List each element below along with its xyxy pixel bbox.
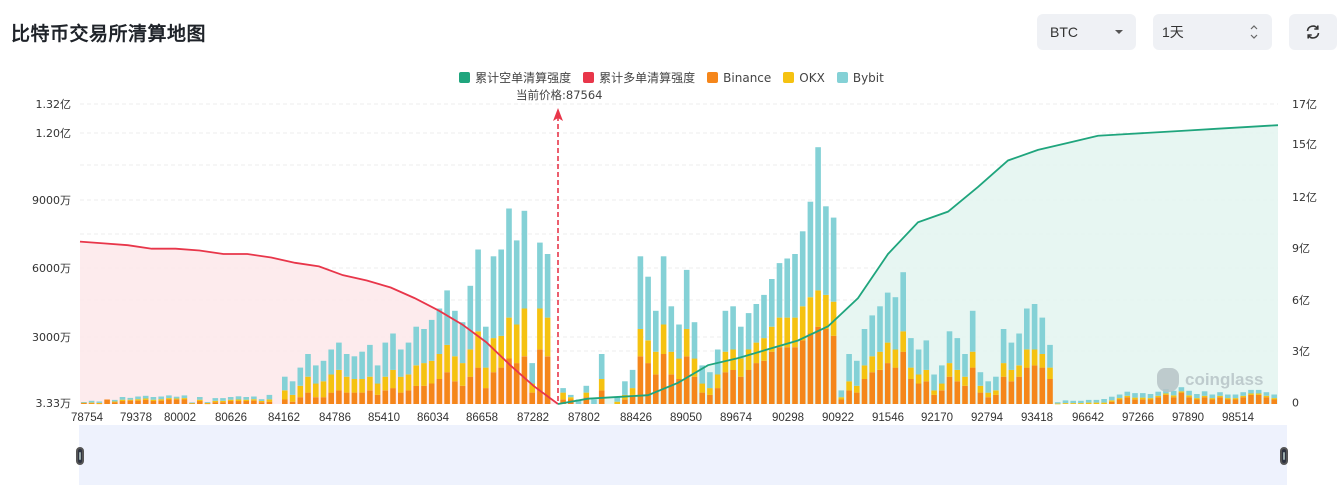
legend-item[interactable]: 累计空单清算强度 — [459, 69, 571, 86]
legend-label: 累计多单清算强度 — [599, 71, 696, 85]
legend-swatch — [836, 72, 848, 83]
page-title: 比特币交易所清算地图 — [11, 23, 207, 45]
x-axis-tick: 84162 — [268, 412, 300, 424]
period-select[interactable]: 1天 — [1153, 14, 1272, 50]
legend-swatch — [583, 72, 595, 83]
current-price-label: 当前价格:87564 — [516, 88, 603, 102]
watermark-text: coinglass — [1185, 370, 1264, 389]
right-axis-tick: 3亿 — [1292, 345, 1310, 358]
legend-item[interactable]: Binance — [707, 69, 771, 86]
x-axis-tick: 92170 — [921, 412, 953, 424]
symbol-select-value: BTC — [1050, 24, 1078, 40]
x-axis-tick: 90922 — [822, 412, 854, 424]
left-axis-tick: 3.33万 — [35, 397, 72, 410]
x-axis-tick: 87802 — [568, 412, 600, 424]
zoom-handle-left[interactable] — [76, 447, 84, 465]
x-axis-tick: 86034 — [417, 412, 449, 424]
legend-item[interactable]: Bybit — [836, 69, 884, 86]
right-axis-tick: 12亿 — [1292, 191, 1317, 204]
legend-label: Binance — [723, 70, 772, 85]
x-axis-tick: 97266 — [1122, 412, 1154, 424]
x-axis-tick: 93418 — [1021, 412, 1053, 424]
caret-down-icon — [1115, 30, 1123, 34]
x-axis-tick: 97890 — [1172, 412, 1204, 424]
x-axis-tick: 89674 — [720, 412, 752, 424]
left-axis-tick: 9000万 — [32, 194, 71, 207]
x-axis-tick: 89050 — [670, 412, 702, 424]
x-axis-tick: 86658 — [466, 412, 498, 424]
legend-swatch — [459, 72, 471, 83]
legend-item[interactable]: OKX — [783, 69, 825, 86]
legend-item[interactable]: 累计多单清算强度 — [583, 69, 695, 86]
legend-label: OKX — [799, 70, 825, 85]
x-axis-tick: 80626 — [215, 412, 247, 424]
data-zoom-slider[interactable] — [79, 425, 1287, 485]
x-axis-tick: 78754 — [71, 412, 103, 424]
period-select-value: 1天 — [1162, 24, 1184, 40]
x-axis-tick: 87282 — [517, 412, 549, 424]
right-axis-tick: 6亿 — [1292, 294, 1310, 307]
right-axis-tick: 17亿 — [1292, 98, 1317, 111]
legend-label: Bybit — [852, 70, 884, 85]
legend-swatch — [783, 72, 795, 83]
zoom-handle-right[interactable] — [1280, 447, 1288, 465]
right-axis-tick: 15亿 — [1292, 138, 1317, 151]
chart-legend: 累计空单清算强度 累计多单清算强度 Binance OKX Bybit — [0, 69, 1337, 86]
refresh-icon — [1306, 25, 1320, 39]
legend-swatch — [707, 72, 719, 83]
up-down-chevron-icon — [1250, 25, 1258, 39]
x-axis-tick: 96642 — [1072, 412, 1104, 424]
x-axis-tick: 85410 — [368, 412, 400, 424]
left-axis-tick: 6000万 — [32, 262, 71, 275]
symbol-select[interactable]: BTC — [1037, 14, 1136, 50]
x-axis-tick: 98514 — [1222, 412, 1254, 424]
x-axis-tick: 91546 — [872, 412, 904, 424]
right-axis-tick: 0 — [1292, 396, 1299, 410]
x-axis-tick: 88426 — [620, 412, 652, 424]
liquidation-chart — [79, 103, 1279, 405]
legend-label: 累计空单清算强度 — [475, 71, 572, 85]
refresh-button[interactable] — [1289, 14, 1337, 50]
watermark: coinglass — [1157, 368, 1263, 392]
left-axis-tick: 3000万 — [32, 331, 71, 344]
right-axis-tick: 9亿 — [1292, 242, 1310, 255]
left-axis-tick: 1.20亿 — [35, 127, 72, 140]
x-axis-tick: 92794 — [971, 412, 1003, 424]
x-axis-tick: 80002 — [164, 412, 196, 424]
x-axis-tick: 84786 — [319, 412, 351, 424]
x-axis-tick: 79378 — [120, 412, 152, 424]
left-axis-tick: 1.32亿 — [35, 98, 72, 111]
coinglass-logo-icon — [1157, 368, 1179, 392]
x-axis-tick: 90298 — [772, 412, 804, 424]
